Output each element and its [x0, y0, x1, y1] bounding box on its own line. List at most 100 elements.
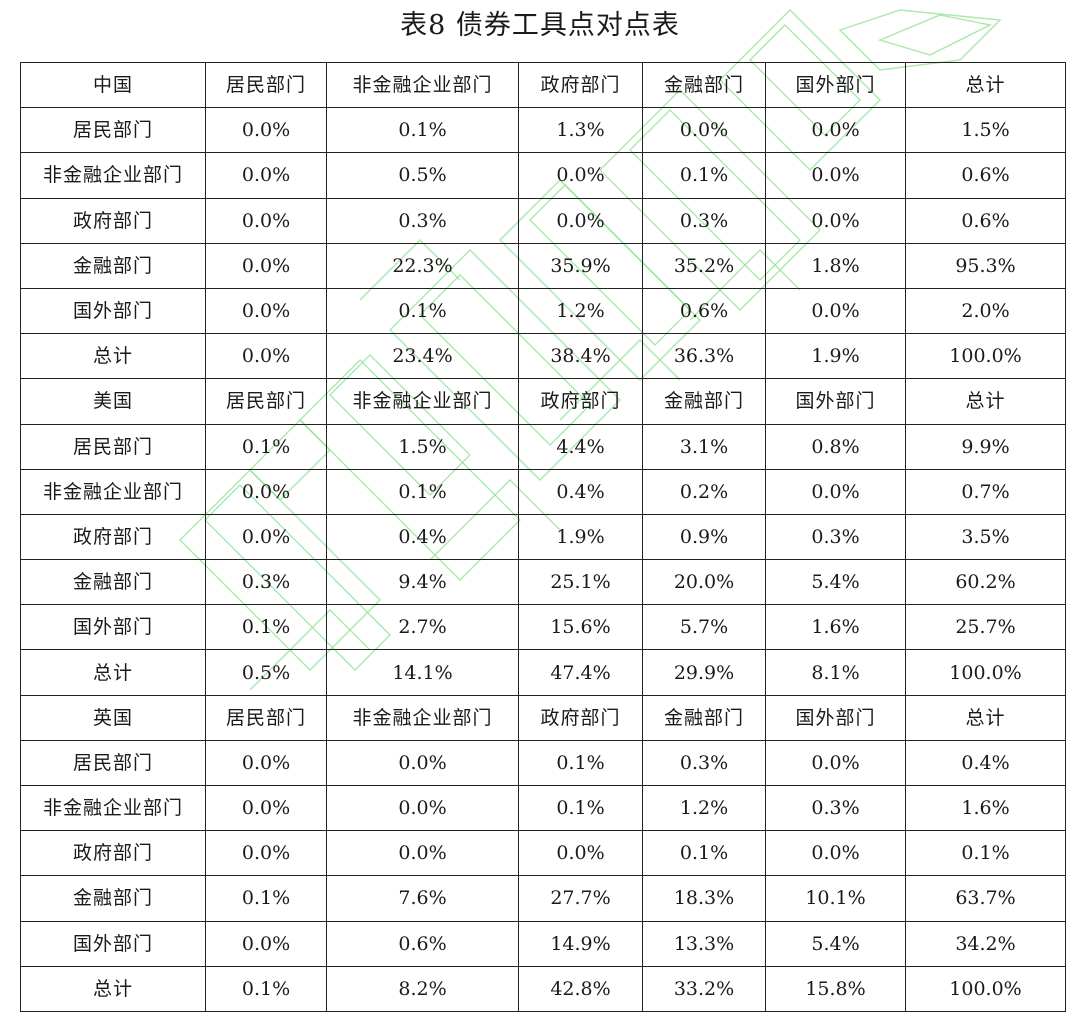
value-cell: 0.0% [205, 513, 327, 561]
column-header: 居民部门 [205, 694, 327, 741]
table-title: 表8 债券工具点对点表 [400, 10, 680, 41]
country-label: 英国 [20, 694, 206, 741]
row-label: 居民部门 [20, 423, 206, 470]
value-cell: 0.3% [326, 197, 519, 244]
value-cell: 0.4% [905, 739, 1066, 787]
value-cell: 0.0% [642, 107, 766, 154]
value-cell: 22.3% [326, 242, 519, 289]
value-cell: 10.1% [765, 875, 906, 922]
column-header: 居民部门 [205, 378, 327, 425]
row-label: 国外部门 [20, 287, 206, 335]
value-cell: 0.0% [205, 197, 327, 244]
value-cell: 23.4% [326, 333, 519, 380]
value-cell: 47.4% [518, 649, 643, 696]
value-cell: 0.0% [205, 287, 327, 335]
column-header: 国外部门 [765, 378, 906, 425]
value-cell: 33.2% [642, 965, 766, 1012]
value-cell: 0.5% [326, 152, 519, 199]
value-cell: 0.1% [326, 468, 519, 515]
value-cell: 1.8% [765, 242, 906, 289]
value-cell: 1.6% [905, 784, 1066, 832]
value-cell: 100.0% [905, 649, 1066, 696]
value-cell: 0.9% [642, 513, 766, 561]
value-cell: 0.0% [518, 197, 643, 244]
value-cell: 8.2% [326, 965, 519, 1012]
column-header: 政府部门 [518, 378, 643, 425]
value-cell: 9.4% [326, 559, 519, 606]
row-label: 国外部门 [20, 604, 206, 651]
value-cell: 0.8% [765, 423, 906, 470]
value-cell: 0.3% [642, 197, 766, 244]
value-cell: 1.2% [518, 287, 643, 335]
value-cell: 2.0% [905, 287, 1066, 335]
value-cell: 0.0% [205, 242, 327, 289]
value-cell: 15.8% [765, 965, 906, 1012]
value-cell: 0.1% [205, 965, 327, 1012]
value-cell: 0.0% [205, 784, 327, 832]
column-header: 金融部门 [642, 61, 766, 109]
value-cell: 0.1% [326, 287, 519, 335]
table-row: 金融部门 0.1% 7.6% 27.7% 18.3% 10.1% 63.7% [20, 875, 1066, 922]
column-header: 政府部门 [518, 694, 643, 741]
column-header: 总计 [905, 61, 1066, 109]
value-cell: 0.6% [905, 197, 1066, 244]
value-cell: 3.5% [905, 513, 1066, 561]
value-cell: 0.1% [642, 152, 766, 199]
table-row: 总计 0.1% 8.2% 42.8% 33.2% 15.8% 100.0% [20, 965, 1066, 1012]
table-row: 居民部门 0.1% 1.5% 4.4% 3.1% 0.8% 9.9% [20, 423, 1066, 470]
column-header: 非金融企业部门 [326, 61, 519, 109]
value-cell: 1.3% [518, 107, 643, 154]
value-cell: 0.1% [905, 830, 1066, 877]
value-cell: 36.3% [642, 333, 766, 380]
bond-instrument-table: 中国 居民部门 非金融企业部门 政府部门 金融部门 国外部门 总计 居民部门 0.0% 0.1% 1… [20, 61, 1066, 1012]
value-cell: 0.0% [326, 784, 519, 832]
value-cell: 13.3% [642, 920, 766, 967]
table-row: 金融部门 0.0% 22.3% 35.9% 35.2% 1.8% 95.3% [20, 242, 1066, 289]
value-cell: 1.6% [765, 604, 906, 651]
row-label: 居民部门 [20, 107, 206, 154]
table-row: 金融部门 0.3% 9.4% 25.1% 20.0% 5.4% 60.2% [20, 559, 1066, 606]
value-cell: 38.4% [518, 333, 643, 380]
column-header: 非金融企业部门 [326, 378, 519, 425]
value-cell: 0.0% [765, 468, 906, 515]
column-header: 金融部门 [642, 378, 766, 425]
row-label: 国外部门 [20, 920, 206, 967]
value-cell: 0.5% [205, 649, 327, 696]
column-header: 总计 [905, 378, 1066, 425]
value-cell: 0.3% [205, 559, 327, 606]
country-label: 中国 [20, 61, 206, 109]
section-header-row: 美国 居民部门 非金融企业部门 政府部门 金融部门 国外部门 总计 [20, 378, 1066, 425]
value-cell: 0.0% [765, 830, 906, 877]
row-label: 总计 [20, 649, 206, 696]
country-label: 美国 [20, 378, 206, 425]
value-cell: 0.1% [205, 875, 327, 922]
value-cell: 1.5% [326, 423, 519, 470]
section-header-row: 中国 居民部门 非金融企业部门 政府部门 金融部门 国外部门 总计 [20, 61, 1066, 109]
value-cell: 42.8% [518, 965, 643, 1012]
column-header: 非金融企业部门 [326, 694, 519, 741]
table-row: 国外部门 0.0% 0.1% 1.2% 0.6% 0.0% 2.0% [20, 287, 1066, 335]
value-cell: 0.0% [765, 152, 906, 199]
value-cell: 0.0% [326, 739, 519, 787]
value-cell: 14.9% [518, 920, 643, 967]
value-cell: 0.1% [642, 830, 766, 877]
value-cell: 7.6% [326, 875, 519, 922]
value-cell: 63.7% [905, 875, 1066, 922]
value-cell: 0.6% [326, 920, 519, 967]
value-cell: 0.4% [326, 513, 519, 561]
row-label: 非金融企业部门 [20, 468, 206, 515]
value-cell: 1.2% [642, 784, 766, 832]
value-cell: 0.0% [205, 920, 327, 967]
value-cell: 20.0% [642, 559, 766, 606]
value-cell: 0.3% [765, 513, 906, 561]
value-cell: 100.0% [905, 333, 1066, 380]
value-cell: 95.3% [905, 242, 1066, 289]
row-label: 政府部门 [20, 830, 206, 877]
value-cell: 0.0% [765, 739, 906, 787]
value-cell: 35.9% [518, 242, 643, 289]
row-label: 金融部门 [20, 559, 206, 606]
value-cell: 0.6% [642, 287, 766, 335]
value-cell: 18.3% [642, 875, 766, 922]
table-row: 总计 0.0% 23.4% 38.4% 36.3% 1.9% 100.0% [20, 333, 1066, 380]
value-cell: 14.1% [326, 649, 519, 696]
